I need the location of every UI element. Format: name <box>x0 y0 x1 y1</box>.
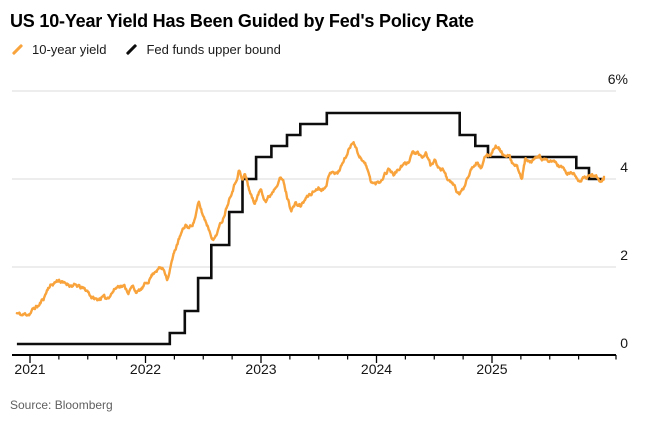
page-title: US 10-Year Yield Has Been Guided by Fed'… <box>10 11 474 31</box>
legend-item-10-year-yield: 10-year yield <box>11 42 106 57</box>
legend-label: Fed funds upper bound <box>146 42 281 57</box>
y-axis-label: 4 <box>620 159 628 175</box>
legend-item-fed-funds: Fed funds upper bound <box>125 42 281 57</box>
x-axis-label: 2021 <box>14 361 46 377</box>
x-axis-label: 2022 <box>129 361 162 377</box>
ten-year-yield-line <box>15 141 606 317</box>
fed-funds-line <box>16 111 603 346</box>
x-axis-label: 2024 <box>360 361 393 377</box>
source-attribution: Source: Bloomberg <box>10 398 113 412</box>
x-axis-label: 2023 <box>245 361 277 377</box>
x-axis-label: 2025 <box>476 361 508 377</box>
legend-label: 10-year yield <box>32 42 107 57</box>
chart-legend: 10-year yield Fed funds upper bound <box>11 42 281 57</box>
y-axis-label: 2 <box>620 247 628 263</box>
y-axis-label: 0 <box>620 335 628 351</box>
y-axis-label: 6% <box>607 71 628 87</box>
